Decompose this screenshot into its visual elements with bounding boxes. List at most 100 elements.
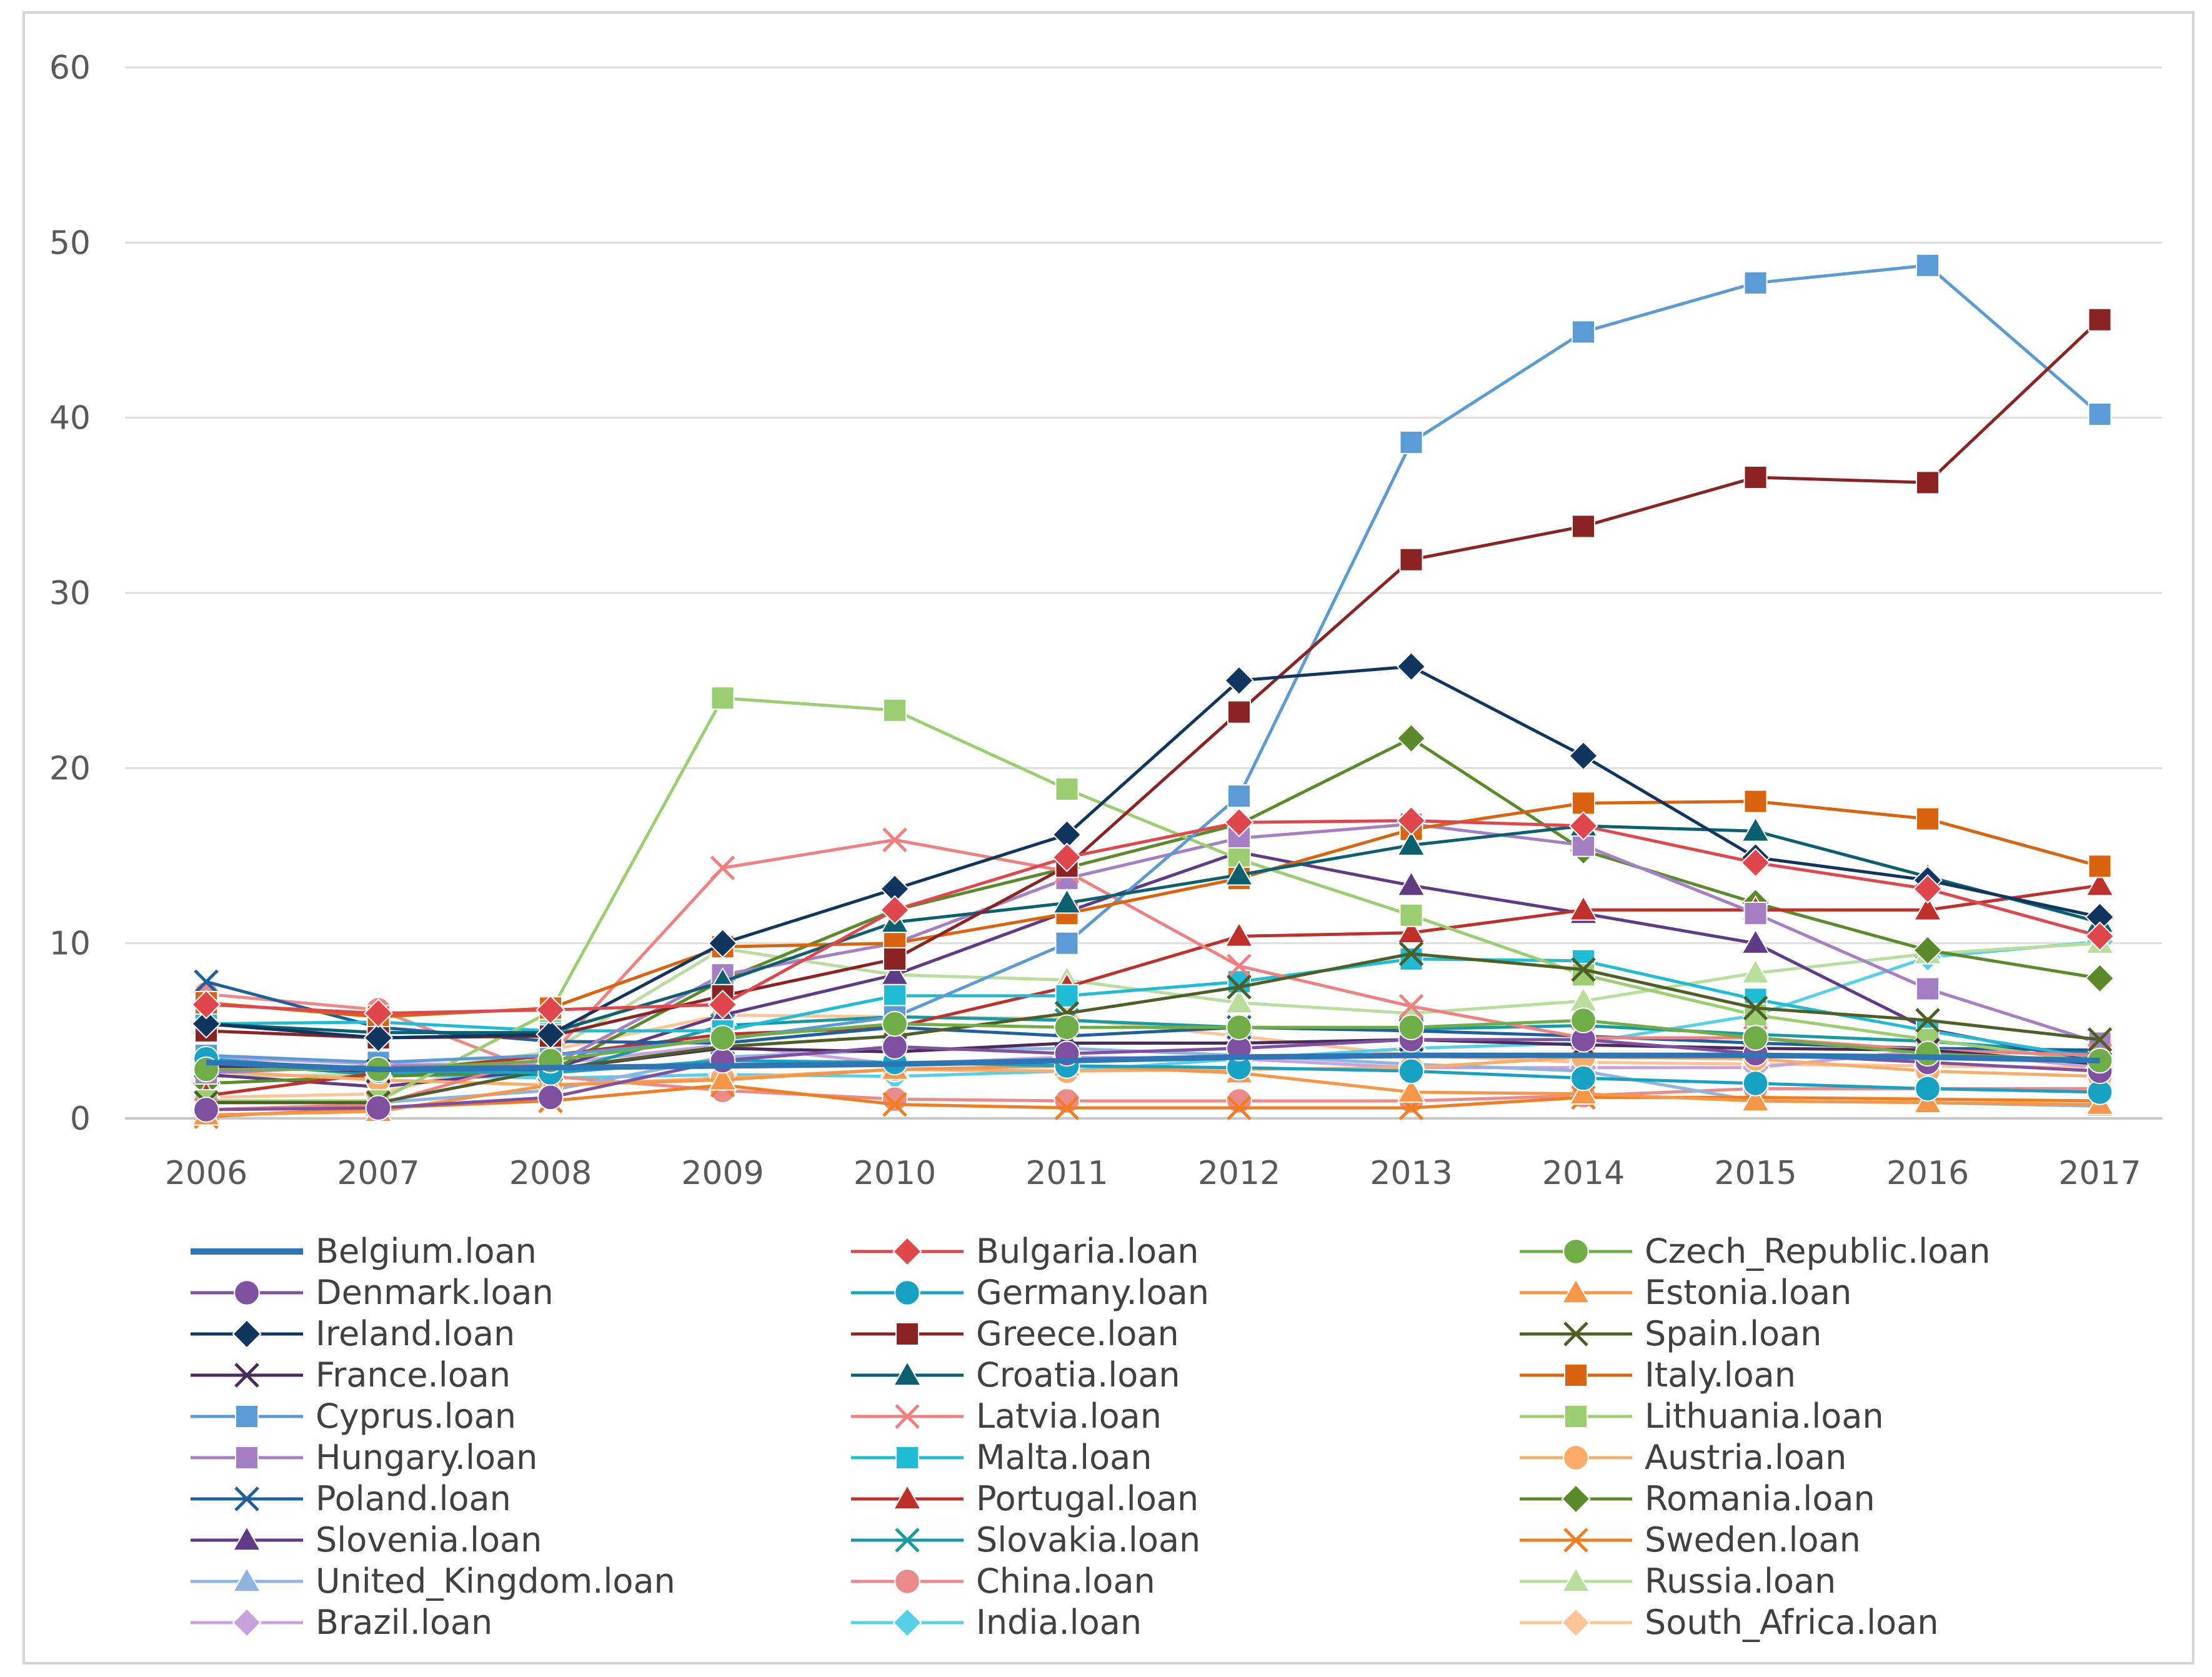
data-point — [710, 855, 735, 880]
data-point — [1570, 1007, 1597, 1033]
legend-item: Croatia.loan — [851, 1355, 1180, 1395]
series-line — [206, 819, 2101, 1015]
data-point — [1742, 1025, 1769, 1051]
series-line — [206, 1057, 2100, 1094]
data-point — [882, 1086, 908, 1112]
data-point — [1054, 1095, 1080, 1120]
legend: Belgium.loan Bulgaria.loan Czech_Republic.… — [191, 1232, 1991, 1642]
legend-marker — [234, 1363, 259, 1388]
legend-item: Italy.loan — [1520, 1355, 1796, 1395]
data-point — [191, 990, 221, 1020]
data-point — [882, 1092, 907, 1117]
legend-item: Slovenia.loan — [191, 1520, 542, 1560]
legend-label: Russia.loan — [1645, 1561, 1836, 1601]
series-line — [206, 824, 2101, 1035]
legend-label: Romania.loan — [1645, 1479, 1875, 1518]
series-line — [206, 957, 2100, 1061]
legend-marker — [235, 1405, 259, 1428]
data-point — [1572, 963, 1595, 987]
legend-label: Greece.loan — [976, 1314, 1179, 1353]
legend-item: Ireland.loan — [191, 1314, 515, 1353]
legend-label: Denmark.loan — [316, 1273, 554, 1312]
legend-marker — [1561, 1608, 1591, 1638]
legend-label: Malta.loan — [976, 1438, 1152, 1477]
legend-marker — [895, 1446, 919, 1470]
legend-item: Germany.loan — [851, 1273, 1209, 1312]
data-point — [883, 698, 907, 722]
data-point — [363, 998, 394, 1028]
data-point — [1224, 988, 1254, 1014]
y-tick-label: 10 — [49, 925, 91, 963]
series-Bulgaria.loan — [191, 805, 2115, 1028]
data-point — [1568, 811, 1598, 841]
data-point — [2085, 921, 2115, 952]
legend-item: Estonia.loan — [1520, 1273, 1851, 1312]
legend-marker — [895, 1404, 920, 1429]
legend-label: Belgium.loan — [316, 1232, 537, 1271]
legend-label: Estonia.loan — [1645, 1273, 1851, 1312]
data-point — [1052, 842, 1082, 873]
data-point — [707, 928, 738, 958]
data-point — [1571, 957, 1596, 982]
series-Cyprus.loan — [194, 253, 2112, 1075]
series-lines — [191, 253, 2115, 1129]
data-point — [1913, 935, 1943, 965]
x-tick-label: 2016 — [1886, 1155, 1969, 1192]
data-point — [882, 1033, 908, 1060]
series-line — [206, 665, 2101, 1040]
legend-marker — [1561, 1484, 1591, 1514]
legend-label: Ireland.loan — [316, 1314, 515, 1353]
legend-item: Poland.loan — [191, 1479, 511, 1518]
data-point — [193, 1097, 219, 1123]
data-point — [708, 1065, 737, 1091]
data-point — [1740, 847, 1771, 878]
data-point — [1397, 870, 1426, 897]
series-line — [206, 264, 2101, 1064]
data-point — [1743, 789, 1768, 814]
data-point — [1397, 1077, 1426, 1103]
legend-marker — [892, 1237, 922, 1266]
x-tick-label: 2010 — [854, 1155, 936, 1192]
legend-marker — [232, 1566, 262, 1593]
legend-marker — [894, 1568, 920, 1595]
data-point — [2088, 307, 2112, 332]
data-point — [1226, 1014, 1252, 1041]
legend-item: Portugal.loan — [851, 1479, 1198, 1518]
legend-label: Portugal.loan — [976, 1479, 1198, 1518]
legend-item: Denmark.loan — [191, 1273, 554, 1312]
y-tick-label: 20 — [49, 750, 91, 787]
y-tick-label: 50 — [49, 224, 91, 262]
data-point — [1916, 807, 1940, 831]
legend-label: Latvia.loan — [976, 1396, 1162, 1436]
legend-label: Croatia.loan — [976, 1355, 1180, 1395]
data-point — [537, 1084, 564, 1111]
x-tick-label: 2017 — [2058, 1155, 2141, 1192]
legend-label: Spain.loan — [1645, 1314, 1821, 1353]
data-point — [1399, 903, 1423, 927]
legend-label: Sweden.loan — [1645, 1520, 1861, 1560]
x-tick-label: 2007 — [337, 1155, 419, 1192]
legend-label: Poland.loan — [316, 1479, 511, 1518]
legend-marker — [892, 1608, 922, 1638]
data-point — [1743, 995, 1768, 1021]
x-tick-label: 2012 — [1198, 1155, 1280, 1192]
data-point — [1399, 947, 1423, 971]
legend-item: Czech_Republic.loan — [1520, 1232, 1991, 1271]
data-point — [1397, 830, 1426, 856]
legend-item: Hungary.loan — [191, 1438, 537, 1477]
legend-item: China.loan — [851, 1561, 1155, 1601]
legend-marker — [1563, 1445, 1589, 1471]
legend-label: France.loan — [316, 1355, 511, 1395]
legend-marker — [1564, 1363, 1588, 1387]
data-point — [1568, 740, 1598, 771]
series-line — [206, 318, 2101, 1040]
legend-label: Italy.loan — [1645, 1355, 1796, 1395]
series-line — [206, 980, 2100, 1052]
x-tick-label: 2008 — [509, 1155, 592, 1192]
data-point — [1915, 1008, 1940, 1033]
series-line — [206, 1018, 2100, 1072]
legend-item: Lithuania.loan — [1520, 1396, 1884, 1436]
legend-item: South_Africa.loan — [1520, 1603, 1938, 1642]
legend-marker — [1563, 1528, 1588, 1553]
